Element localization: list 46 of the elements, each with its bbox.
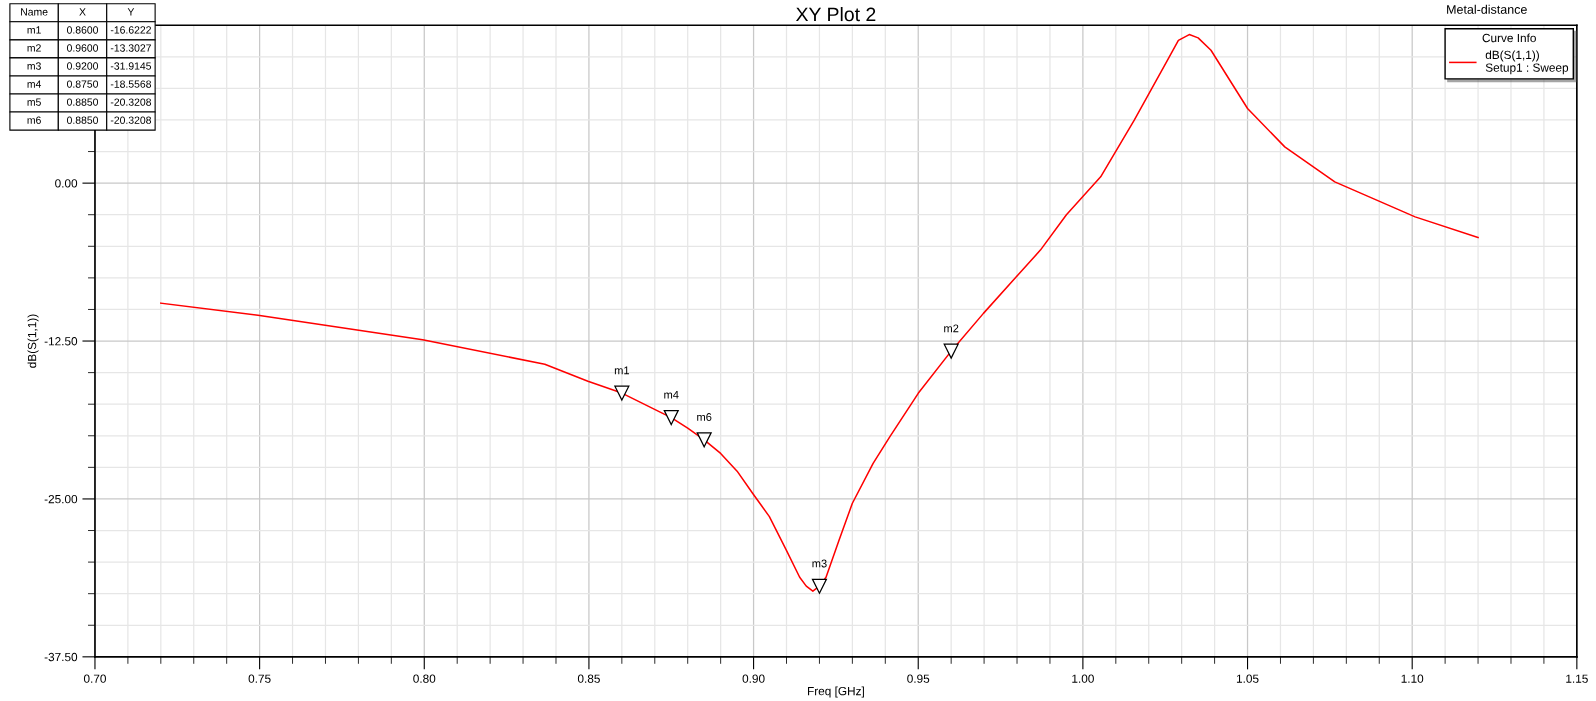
- x-tick-label: 1.10: [1401, 674, 1424, 683]
- x-tick-label: 0.75: [248, 674, 271, 683]
- legend-label: dB(S(1,1)) Setup1 : Sweep: [1485, 50, 1569, 75]
- annotation: 0.8850: [66, 98, 99, 106]
- x-tick-label: 1.15: [1566, 674, 1588, 683]
- annotation: 0.9600: [66, 44, 99, 52]
- annotation: m2: [944, 324, 959, 333]
- annotation: m6: [697, 413, 712, 421]
- text: Y: [127, 8, 135, 16]
- annotation: 0.8600: [66, 26, 99, 34]
- x-tick-label: 0.80: [413, 674, 436, 683]
- x-tick-label: 0.95: [907, 674, 930, 683]
- y-tick-label: 0.00: [55, 179, 78, 188]
- annotation: -18.5568: [110, 80, 152, 88]
- annotation: -13.3027: [110, 44, 151, 52]
- chart-title: XY Plot 2: [795, 6, 876, 22]
- text: m3: [27, 62, 41, 70]
- annotation: m4: [664, 390, 679, 399]
- x-tick-label: 1.05: [1236, 674, 1259, 683]
- x-tick-label: 0.85: [577, 674, 600, 683]
- text: Name: [21, 8, 48, 16]
- text: m2: [27, 44, 41, 52]
- text: m1: [27, 26, 41, 34]
- annotation: -31.9145: [110, 62, 152, 70]
- annotation: m1: [614, 366, 630, 375]
- x-tick-label: 0.70: [83, 674, 106, 683]
- x-axis-title: Freq [GHz]: [808, 686, 864, 698]
- y-tick-label: -12.50: [44, 337, 78, 346]
- annotation: -20.3208: [110, 98, 152, 106]
- annotation: 0.8850: [66, 116, 99, 124]
- x-tick-label: 0.90: [742, 674, 765, 683]
- annotation: 0.8750: [66, 80, 99, 88]
- y-tick-label: -37.50: [44, 652, 78, 662]
- text: Metal-distance: [1447, 4, 1527, 14]
- y-axis-title: dB(S(1,1)): [27, 314, 39, 368]
- text: m5: [27, 98, 41, 106]
- annotation: m3: [812, 559, 827, 568]
- annotation: 0.9200: [66, 62, 99, 70]
- text: X: [79, 8, 86, 16]
- text: m6: [27, 116, 41, 124]
- x-tick-label: 1.00: [1072, 674, 1094, 683]
- legend-title: Curve Info: [1482, 33, 1536, 43]
- annotation: -20.3208: [110, 116, 152, 124]
- y-tick-label: -25.00: [44, 494, 78, 504]
- annotation: -16.6222: [110, 26, 151, 34]
- text: m4: [27, 80, 42, 88]
